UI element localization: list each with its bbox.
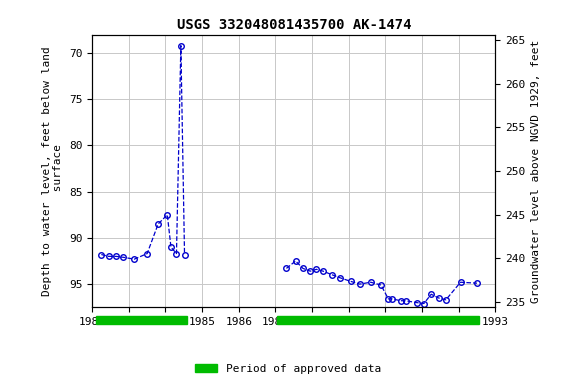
Title: USGS 332048081435700 AK-1474: USGS 332048081435700 AK-1474 (176, 18, 411, 32)
Y-axis label: Groundwater level above NGVD 1929, feet: Groundwater level above NGVD 1929, feet (531, 39, 541, 303)
Legend: Period of approved data: Period of approved data (191, 359, 385, 379)
Y-axis label: Depth to water level, feet below land
 surface: Depth to water level, feet below land su… (42, 46, 63, 296)
